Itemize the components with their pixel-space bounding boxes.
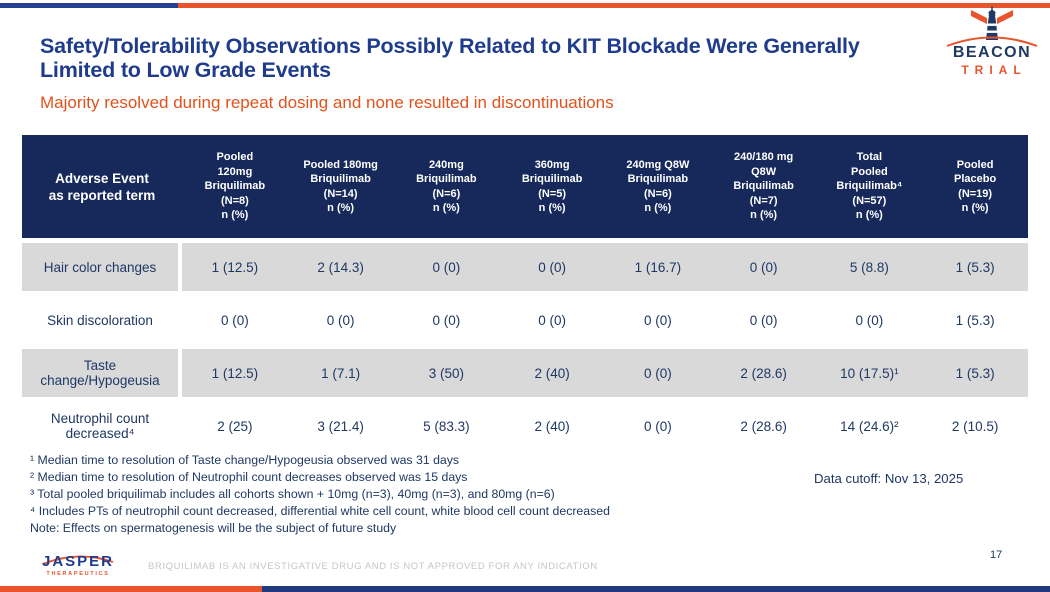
table-header-row: Adverse Event as reported term Pooled 12… — [22, 135, 1028, 238]
disclaimer-text: BRIQUILIMAB IS AN INVESTIGATIVE DRUG AND… — [148, 561, 598, 572]
jasper-logo-subtitle: THERAPEUTICS — [46, 571, 110, 577]
jasper-arc-icon — [42, 555, 114, 565]
table-cell: 3 (50) — [393, 349, 500, 397]
table-cell: 3 (21.4) — [287, 402, 394, 450]
table-cell: 1 (12.5) — [182, 243, 288, 291]
row-label: Skin discoloration — [22, 296, 182, 344]
table-cell: 2 (25) — [182, 402, 288, 450]
beacon-trial-logo: BEACON TRIAL — [942, 6, 1042, 77]
table-cell: 2 (28.6) — [710, 349, 817, 397]
column-header-240-180mg-q8w: 240/180 mg Q8W Briquilimab (N=7) n (%) — [710, 135, 817, 238]
jasper-therapeutics-logo: JASPER THERAPEUTICS — [38, 553, 118, 577]
footnote-1: ¹ Median time to resolution of Taste cha… — [30, 453, 460, 467]
table-cell: 1 (5.3) — [922, 349, 1028, 397]
bottom-bar-orange-segment — [0, 586, 262, 592]
table-cell: 0 (0) — [499, 243, 605, 291]
table-cell: 1 (16.7) — [605, 243, 711, 291]
top-accent-bar — [0, 3, 1050, 8]
beacon-logo-trial: TRIAL — [961, 63, 1027, 77]
slide-subtitle: Majority resolved during repeat dosing a… — [40, 93, 614, 112]
table-cell: 2 (14.3) — [287, 243, 394, 291]
table-cell: 1 (5.3) — [922, 296, 1028, 344]
table-row-neutrophil-count-decreased: Neutrophil count decreased⁴ 2 (25) 3 (21… — [22, 402, 1028, 450]
table-header: Adverse Event as reported term Pooled 12… — [22, 135, 1028, 238]
beacon-logo-name: BEACON — [952, 44, 1032, 61]
column-header-360mg: 360mg Briquilimab (N=5) n (%) — [499, 135, 605, 238]
jasper-logo-name: JASPER — [41, 553, 115, 570]
table-cell: 2 (10.5) — [922, 402, 1028, 450]
top-bar-navy-segment — [0, 3, 178, 8]
footnote-2: ² Median time to resolution of Neutrophi… — [30, 470, 468, 484]
table-cell: 0 (0) — [816, 296, 923, 344]
table-cell: 0 (0) — [287, 296, 394, 344]
row-label: Hair color changes — [22, 243, 182, 291]
table-cell: 0 (0) — [393, 296, 500, 344]
column-header-240mg: 240mg Briquilimab (N=6) n (%) — [393, 135, 500, 238]
table-cell: 5 (8.8) — [816, 243, 923, 291]
table-cell: 0 (0) — [710, 296, 817, 344]
table-cell: 0 (0) — [499, 296, 605, 344]
table-cell: 0 (0) — [393, 243, 500, 291]
table-cell: 10 (17.5)¹ — [816, 349, 923, 397]
table-row-hair-color-changes: Hair color changes 1 (12.5) 2 (14.3) 0 (… — [22, 243, 1028, 291]
table-cell: 0 (0) — [710, 243, 817, 291]
table-cell: 5 (83.3) — [393, 402, 500, 450]
table-cell: 1 (5.3) — [922, 243, 1028, 291]
footnote-note: Note: Effects on spermatogenesis will be… — [30, 521, 397, 535]
column-header-pooled-180mg: Pooled 180mg Briquilimab (N=14) n (%) — [287, 135, 394, 238]
row-label: Neutrophil count decreased⁴ — [22, 402, 182, 450]
table-cell: 0 (0) — [605, 349, 711, 397]
page-number: 17 — [990, 549, 1003, 561]
bottom-accent-bar — [0, 586, 1050, 592]
column-header-pooled-120mg: Pooled 120mg Briquilimab (N=8) n (%) — [182, 135, 288, 238]
row-label: Taste change/Hypogeusia — [22, 349, 182, 397]
table-cell: 0 (0) — [182, 296, 288, 344]
table-row-taste-change: Taste change/Hypogeusia 1 (12.5) 1 (7.1)… — [22, 349, 1028, 397]
column-header-240mg-q8w: 240mg Q8W Briquilimab (N=6) n (%) — [605, 135, 711, 238]
beacon-arc-icon — [946, 36, 1038, 47]
footnotes: ¹ Median time to resolution of Taste cha… — [30, 452, 610, 537]
table-cell: 1 (12.5) — [182, 349, 288, 397]
column-header-pooled-placebo: Pooled Placebo (N=19) n (%) — [922, 135, 1028, 238]
bottom-bar-navy-segment — [262, 586, 1050, 592]
slide-title-line1: Safety/Tolerability Observations Possibl… — [40, 34, 860, 58]
table-cell: 2 (40) — [499, 402, 605, 450]
table-cell: 0 (0) — [605, 296, 711, 344]
table-cell: 0 (0) — [605, 402, 711, 450]
column-header-adverse-event: Adverse Event as reported term — [22, 135, 182, 238]
table-cell: 14 (24.6)² — [816, 402, 923, 450]
data-cutoff-label: Data cutoff: Nov 13, 2025 — [814, 471, 964, 486]
footnote-4: ⁴ Includes PTs of neutrophil count decre… — [30, 504, 610, 518]
table-cell: 2 (40) — [499, 349, 605, 397]
footnote-3: ³ Total pooled briquilimab includes all … — [30, 487, 555, 501]
slide-title: Safety/Tolerability Observations Possibl… — [40, 34, 955, 82]
adverse-events-table: Adverse Event as reported term Pooled 12… — [22, 130, 1028, 455]
table-cell: 1 (7.1) — [287, 349, 394, 397]
table-row-skin-discoloration: Skin discoloration 0 (0) 0 (0) 0 (0) 0 (… — [22, 296, 1028, 344]
column-header-total-pooled: Total Pooled Briquilimab⁴ (N=57) n (%) — [816, 135, 923, 238]
slide-title-line2: Limited to Low Grade Events — [40, 58, 331, 82]
top-bar-orange-segment — [178, 3, 1050, 8]
lighthouse-icon — [971, 6, 1013, 40]
table-cell: 2 (28.6) — [710, 402, 817, 450]
